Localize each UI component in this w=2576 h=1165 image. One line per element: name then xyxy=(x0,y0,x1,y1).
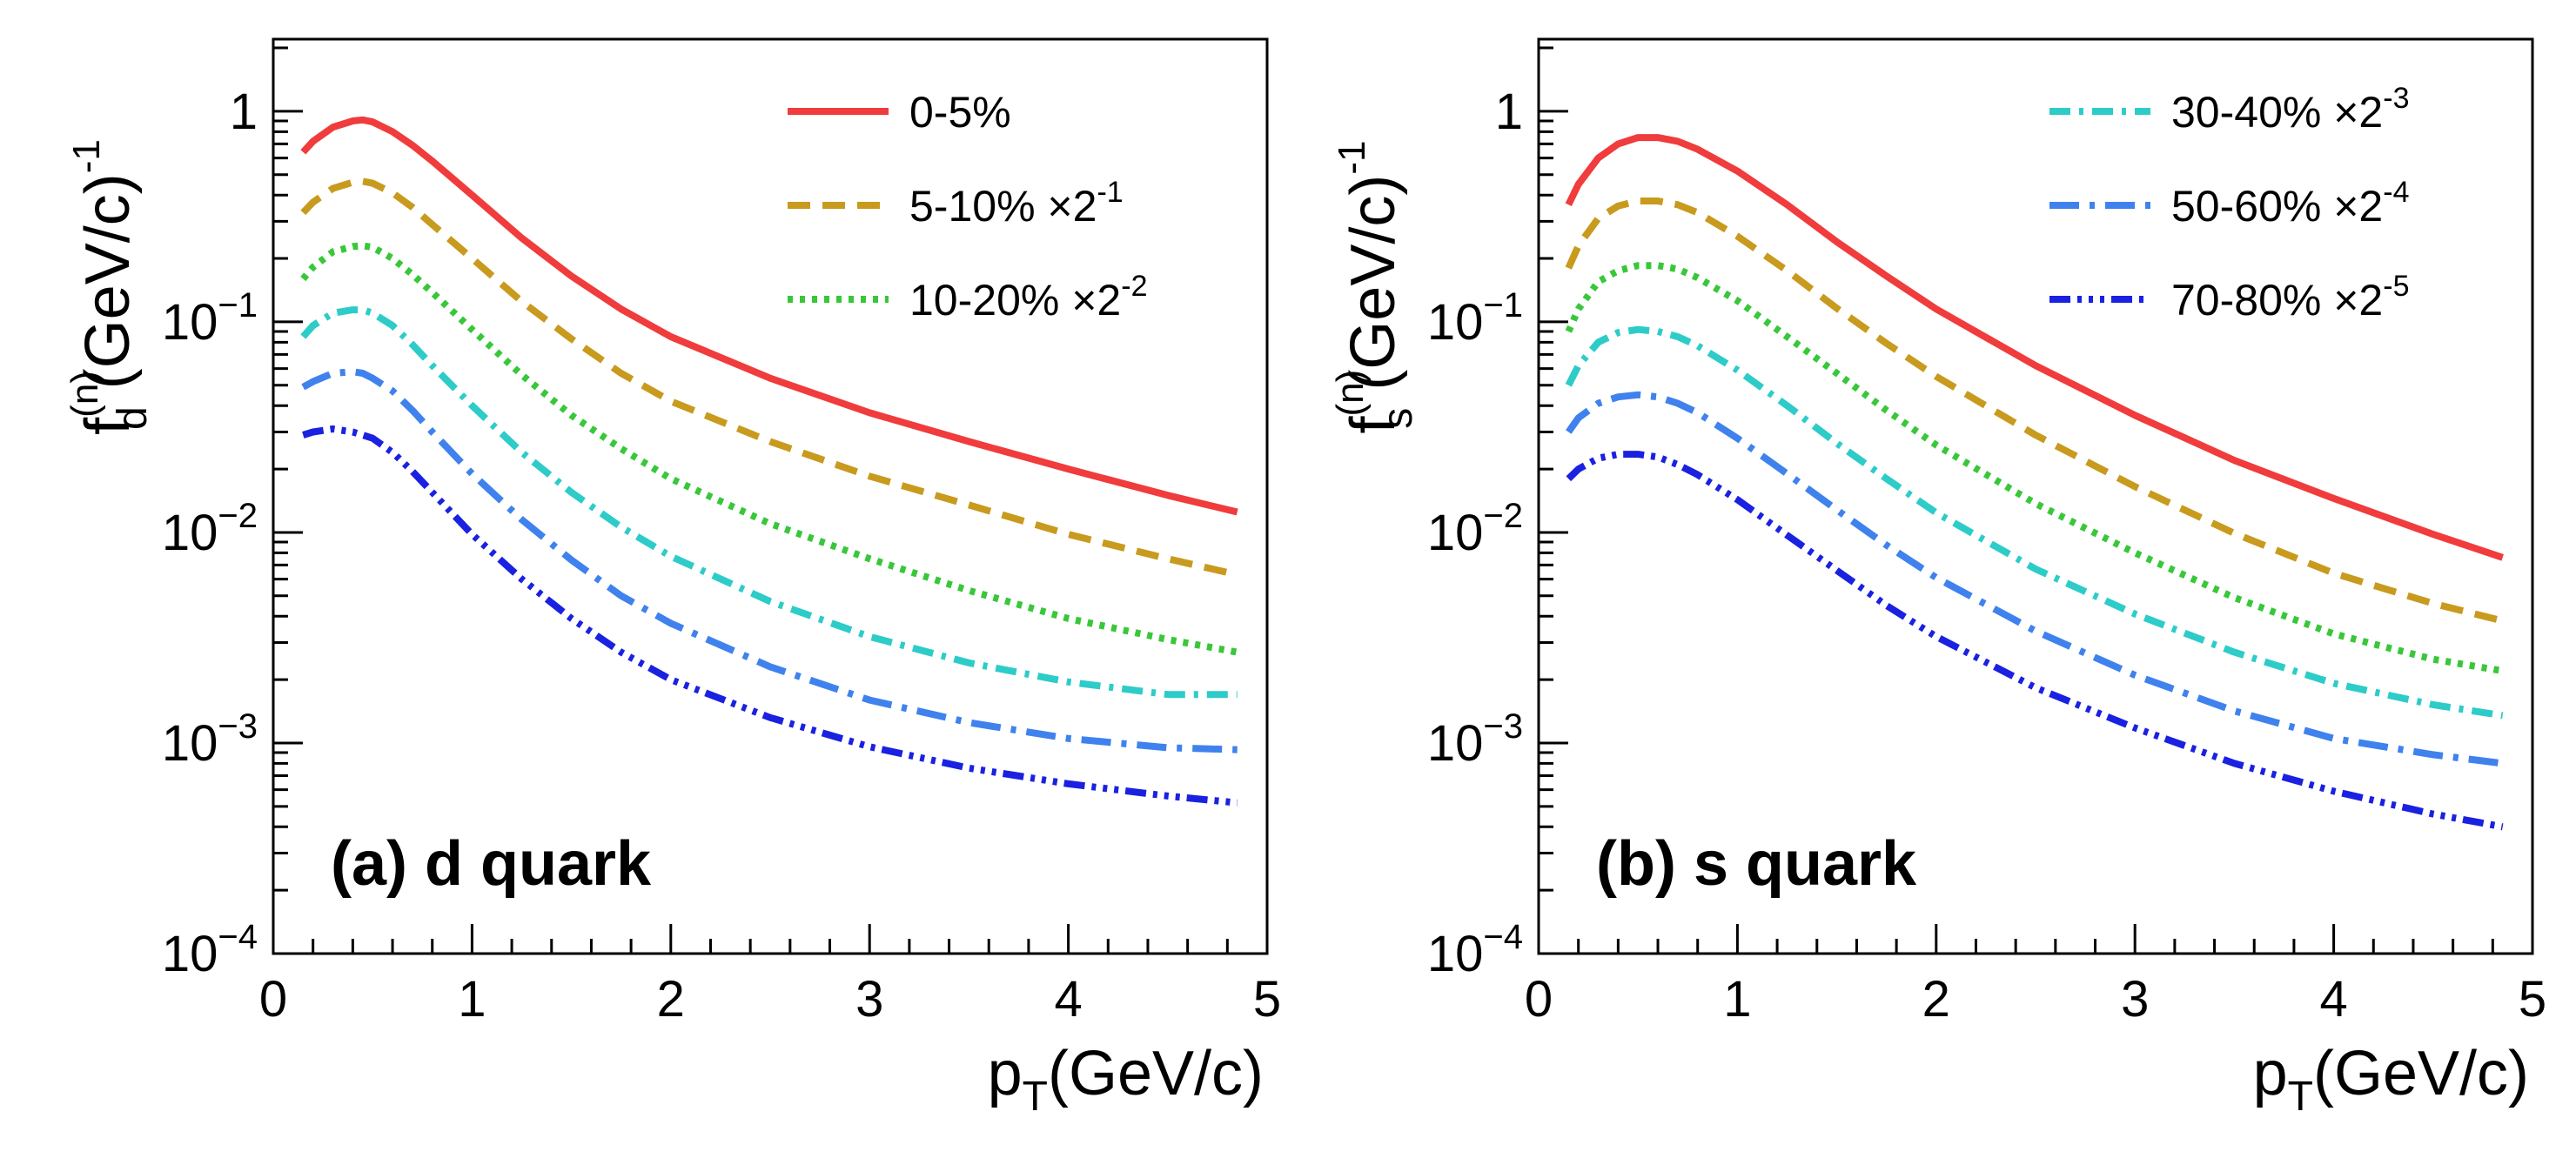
legend-entry: 50-60% ×2-4 xyxy=(2171,176,2409,231)
x-tick-label: 3 xyxy=(2121,971,2149,1028)
y-tick-label: 10−4 xyxy=(1427,918,1523,982)
y-tick-label: 1 xyxy=(230,84,258,140)
panel-label: (b) s quark xyxy=(1596,829,1917,899)
y-tick-label: 1 xyxy=(1495,84,1523,140)
y-tick-label: 10−1 xyxy=(162,286,258,351)
x-tick-label: 2 xyxy=(657,971,685,1028)
y-tick-label: 10−1 xyxy=(1427,286,1523,351)
y-axis-title: f(n)d (GeV/c)-1 xyxy=(64,139,156,435)
x-axis-title: pT(GeV/c) xyxy=(988,1039,1264,1120)
y-tick-label: 10−3 xyxy=(162,707,258,772)
y-axis-title: f(n)s (GeV/c)-1 xyxy=(1329,141,1421,434)
series-line-10-20pct xyxy=(300,242,1238,656)
x-axis-title: pT(GeV/c) xyxy=(2253,1039,2529,1120)
y-tick-label: 10−2 xyxy=(162,497,258,561)
x-tick-label: 4 xyxy=(2319,971,2347,1028)
series-line-5-10pct xyxy=(300,177,1238,579)
series-line-10-20pct xyxy=(1565,262,2504,675)
legend-entry: 5-10% ×2-1 xyxy=(909,176,1124,231)
series-line-30-40pct xyxy=(300,306,1238,699)
x-tick-label: 2 xyxy=(1922,971,1950,1028)
x-tick-label: 0 xyxy=(259,971,287,1028)
series-line-5-10pct xyxy=(1565,198,2504,625)
x-tick-label: 5 xyxy=(2519,971,2546,1028)
x-tick-label: 5 xyxy=(1253,971,1281,1028)
legend-entry: 0-5% xyxy=(909,88,1011,137)
y-tick-label: 10−4 xyxy=(162,918,258,982)
y-tick-label: 10−2 xyxy=(1427,497,1523,561)
x-tick-label: 1 xyxy=(1723,971,1751,1028)
series-line-0-5pct xyxy=(300,116,1238,516)
x-tick-label: 3 xyxy=(855,971,883,1028)
panel-label: (a) d quark xyxy=(331,829,652,899)
x-tick-label: 4 xyxy=(1054,971,1082,1028)
series-line-50-60pct xyxy=(1566,391,2504,767)
series-line-30-40pct xyxy=(1565,325,2504,720)
legend-entry: 10-20% ×2-2 xyxy=(909,270,1147,325)
series-line-50-60pct xyxy=(301,368,1238,753)
series-line-70-80pct xyxy=(302,425,1238,807)
series-line-0-5pct xyxy=(1565,134,2504,561)
legend-entry: 70-80% ×2-5 xyxy=(2171,270,2409,325)
x-tick-label: 0 xyxy=(1525,971,1553,1028)
x-tick-label: 1 xyxy=(458,971,486,1028)
plot-frame xyxy=(272,37,1269,955)
chart-panel-a: 0 1 2 3 4 5 1 10−1 10−2 10−3 10−4 0-5% 5-10% ×2-1 10-… xyxy=(64,37,1281,1120)
y-tick-label: 10−3 xyxy=(1427,707,1523,772)
chart-panel-b: 0 1 2 3 4 5 1 10−1 10−2 10−3 10−4 30-40% ×2-3 50-60%… xyxy=(1329,37,2546,1120)
plot-frame xyxy=(1537,37,2534,955)
legend-entry: 30-40% ×2-3 xyxy=(2171,82,2409,137)
series-line-70-80pct xyxy=(1566,451,2504,831)
